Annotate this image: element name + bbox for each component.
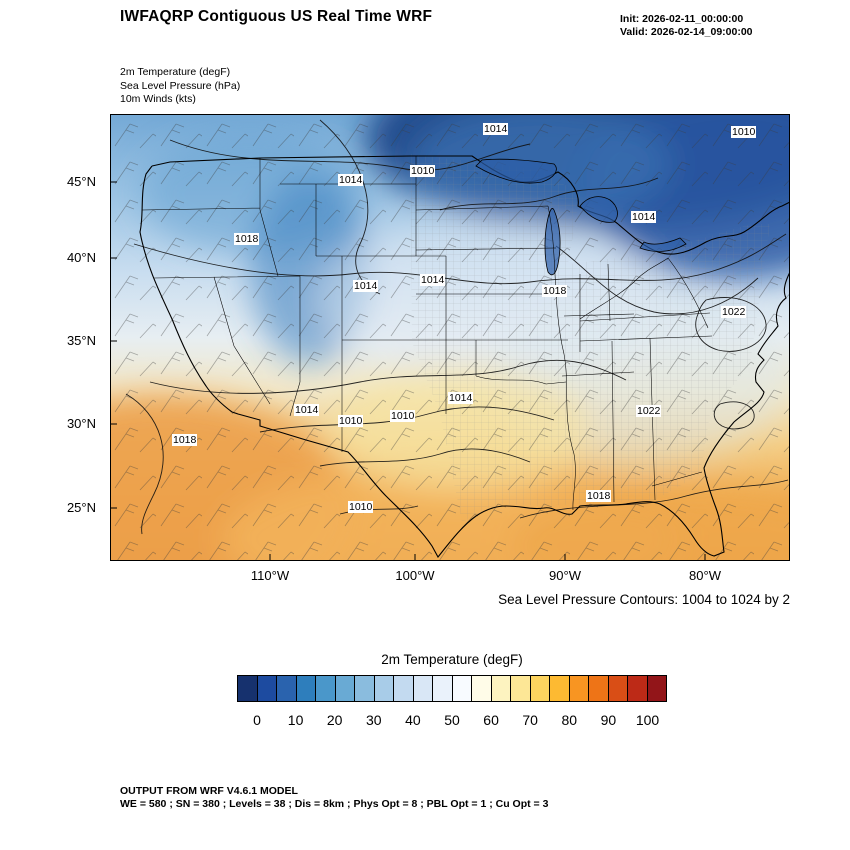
- lat-label-25n: 25°N: [66, 500, 96, 515]
- colorbar-cell: [355, 676, 375, 701]
- colorbar-cell: [296, 676, 316, 701]
- map-panel: 1014 1010 1014 1010 1018 1014 1014 1018 …: [110, 114, 790, 561]
- contour-label: 1010: [390, 410, 416, 422]
- colorbar-tick: 80: [561, 712, 578, 728]
- contour-label: 1018: [234, 233, 260, 245]
- footer-config-line: WE = 580 ; SN = 380 ; Levels = 38 ; Dis …: [120, 798, 549, 810]
- colorbar-cell: [238, 676, 258, 701]
- colorbar-cell: [569, 676, 589, 701]
- legend-line-temperature: 2m Temperature (degF): [120, 66, 231, 78]
- contour-label: 1014: [338, 174, 364, 186]
- colorbar-cell: [608, 676, 628, 701]
- colorbar-cell: [374, 676, 394, 701]
- run-info-block: Init: 2026-02-11_00:00:00 Valid: 2026-02…: [620, 13, 753, 38]
- contour-label: 1014: [448, 392, 474, 404]
- contour-label: 1010: [410, 165, 436, 177]
- colorbar-tick: 100: [635, 712, 660, 728]
- colorbar-cell: [335, 676, 355, 701]
- pressure-contour-caption: Sea Level Pressure Contours: 1004 to 102…: [498, 592, 790, 607]
- contour-label: 1010: [348, 501, 374, 513]
- colorbar-tick: 30: [366, 712, 382, 728]
- colorbar-tick: 90: [600, 712, 617, 728]
- colorbar-tick: 70: [522, 712, 538, 728]
- contour-label: 1014: [294, 404, 320, 416]
- colorbar-cell: [394, 676, 414, 701]
- colorbar-tick: 10: [287, 712, 304, 728]
- colorbar-tick: 0: [253, 712, 261, 728]
- page-title: IWFAQRP Contiguous US Real Time WRF: [120, 8, 433, 25]
- colorbar-tick: 60: [483, 712, 499, 728]
- colorbar-cell: [257, 676, 277, 701]
- contour-label: 1022: [636, 405, 662, 417]
- colorbar-cell: [550, 676, 570, 701]
- pressure-contours: [125, 119, 789, 535]
- lat-label-40n: 40°N: [66, 250, 96, 265]
- axis-ticks: [110, 181, 706, 561]
- map-frame: [110, 114, 790, 561]
- lon-label-110w: 110°W: [250, 568, 290, 583]
- lon-label-80w: 80°W: [689, 568, 721, 583]
- contour-label: 1018: [586, 490, 612, 502]
- contour-label: 1014: [631, 211, 657, 223]
- colorbar-ticks: 0 10 20 30 40 50 60 70 80 90 100: [237, 712, 667, 730]
- legend-line-winds: 10m Winds (kts): [120, 93, 196, 105]
- colorbar-cell: [530, 676, 550, 701]
- great-lakes: [475, 158, 687, 276]
- contour-label: 1018: [172, 434, 198, 446]
- colorbar-cell: [647, 676, 666, 701]
- legend-line-pressure: Sea Level Pressure (hPa): [120, 79, 241, 92]
- lon-label-90w: 90°W: [549, 568, 581, 583]
- colorbar-cell: [589, 676, 609, 701]
- model-footer: OUTPUT FROM WRF V4.6.1 MODEL WE = 580 ; …: [120, 785, 548, 811]
- colorbar-cell: [433, 676, 453, 701]
- weather-map-svg: [110, 114, 790, 561]
- state-borders: [141, 156, 713, 511]
- wind-barbs-layer: [110, 114, 790, 561]
- valid-time: Valid: 2026-02-14_09:00:00: [620, 25, 753, 38]
- colorbar-tick: 40: [405, 712, 421, 728]
- lat-label-30n: 30°N: [66, 416, 96, 431]
- colorbar-cell: [277, 676, 297, 701]
- temperature-colorbar: [237, 675, 667, 702]
- lat-label-35n: 35°N: [66, 333, 96, 348]
- contour-label: 1014: [483, 123, 509, 135]
- lon-label-100w: 100°W: [395, 568, 435, 583]
- contour-label: 1010: [731, 126, 757, 138]
- colorbar-cell: [628, 676, 648, 701]
- contour-label: 1018: [542, 285, 568, 297]
- contour-label: 1014: [420, 274, 446, 286]
- contour-label: 1022: [721, 306, 747, 318]
- init-time: Init: 2026-02-11_00:00:00: [620, 13, 744, 25]
- footer-model-line: OUTPUT FROM WRF V4.6.1 MODEL: [120, 785, 298, 797]
- colorbar-tick: 50: [444, 712, 460, 728]
- colorbar-cell: [472, 676, 492, 701]
- colorbar-cell: [413, 676, 433, 701]
- colorbar-cell: [511, 676, 531, 701]
- colorbar-cell: [452, 676, 472, 701]
- colorbar-cell: [491, 676, 511, 701]
- colorbar-title: 2m Temperature (degF): [381, 652, 523, 667]
- contour-label: 1014: [353, 280, 379, 292]
- contour-label: 1010: [338, 415, 364, 427]
- lat-label-45n: 45°N: [66, 174, 96, 189]
- colorbar-cell: [316, 676, 336, 701]
- colorbar-tick: 20: [326, 712, 343, 728]
- field-legend: 2m Temperature (degF) Sea Level Pressure…: [120, 66, 240, 107]
